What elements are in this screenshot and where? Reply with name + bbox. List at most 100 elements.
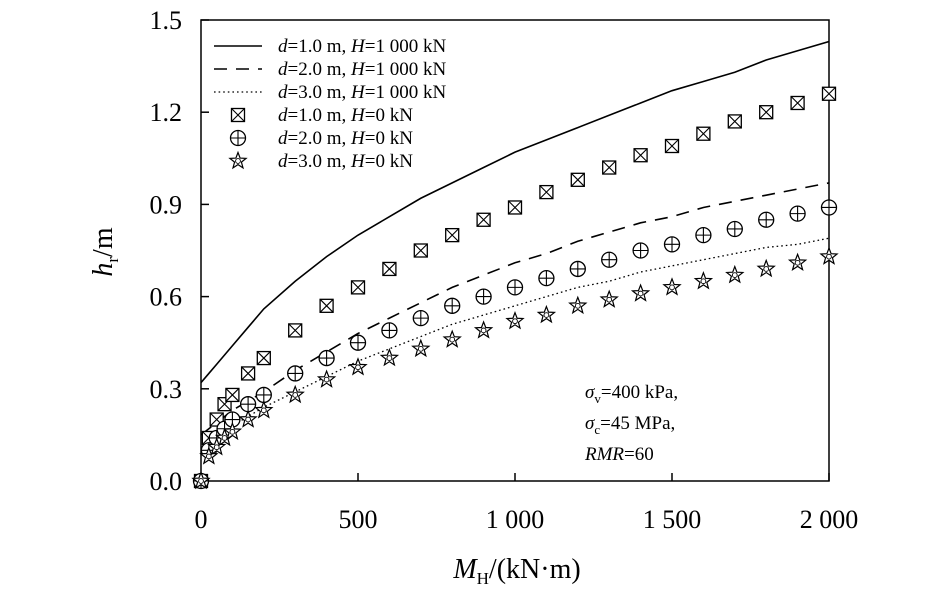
series-6-point: [191, 470, 211, 490]
x-tick-label: 1 000: [486, 505, 545, 534]
x-tick-label: 500: [339, 505, 378, 534]
legend-item: d=2.0 m, H=1 000 kN: [214, 59, 446, 80]
annotation-box: σv=400 kPa, σc=45 MPa, RMR=60: [584, 382, 678, 465]
legend-item: d=3.0 m, H=0 kN: [228, 150, 413, 172]
series-5-point: [239, 396, 257, 413]
x-tick-label: 0: [195, 505, 208, 534]
series-5-point: [601, 251, 618, 268]
series-6-point: [222, 421, 243, 441]
series-4-point: [476, 212, 491, 227]
series-6-point: [254, 400, 274, 419]
series-4-point: [507, 200, 523, 215]
y-tick-label: 0.3: [150, 375, 183, 404]
series-5-point: [789, 205, 806, 222]
series-6-point: [819, 246, 839, 265]
series-6-point: [630, 283, 651, 302]
series-5-point: [663, 236, 681, 253]
series-4-point: [382, 261, 397, 277]
axis-ticks: 0 500 1 000 1 500 2 000 0.0 0.3 0.6 0.9 1.2 1.5: [150, 6, 859, 534]
series-4-point: [225, 387, 240, 403]
series-5-point: [412, 309, 429, 327]
series-4-point: [256, 350, 271, 366]
legend-item: d=1.0 m, H=0 kN: [230, 105, 413, 126]
annotation-line: σc=45 MPa,: [585, 413, 675, 437]
legend-marker: [228, 150, 248, 170]
legend-marker: [230, 107, 246, 123]
y-tick-label: 0.0: [150, 467, 183, 496]
series-5-point: [820, 199, 838, 216]
y-tick-label: 0.9: [150, 190, 183, 219]
legend-label: d=3.0 m, H=0 kN: [278, 151, 413, 172]
series-6-point: [505, 311, 525, 330]
legend-item: d=2.0 m, H=0 kN: [229, 128, 413, 149]
series-5-point: [349, 334, 367, 351]
series-6-point: [568, 295, 588, 315]
series-6-point: [199, 446, 219, 465]
x-tick-label: 1 500: [643, 505, 702, 534]
series-6-point: [536, 304, 557, 324]
x-axis-label: MH/(kN·m): [452, 554, 580, 588]
series-4-point: [413, 243, 428, 258]
series-5-point: [318, 349, 335, 367]
legend-label: d=2.0 m, H=1 000 kN: [278, 59, 446, 80]
series-6-point: [756, 258, 776, 278]
legend-label: d=2.0 m, H=0 kN: [278, 128, 413, 149]
series-5-point: [506, 279, 524, 296]
series-6-point: [348, 357, 368, 376]
legend-item: d=1.0 m, H=1 000 kN: [214, 36, 446, 57]
series-5-point: [538, 270, 555, 287]
series-4-point: [759, 105, 774, 120]
series-6-point: [411, 338, 431, 358]
series-6-point: [787, 252, 808, 272]
series-6-point: [442, 329, 462, 348]
series-5-point: [569, 260, 586, 278]
series-4-point: [821, 86, 837, 101]
legend-label: d=1.0 m, H=1 000 kN: [278, 36, 446, 57]
series-4-point: [570, 172, 585, 187]
series-6-point: [693, 271, 714, 290]
y-tick-label: 1.5: [150, 6, 183, 35]
series-6-point: [599, 289, 619, 308]
x-tick-label: 2 000: [800, 505, 859, 534]
y-tick-label: 1.2: [150, 98, 183, 127]
annotation-line: σv=400 kPa,: [585, 382, 678, 406]
series-6-point: [316, 369, 337, 388]
series-4-point: [350, 280, 366, 295]
legend-marker: [229, 129, 247, 147]
series-5-point: [475, 288, 492, 305]
series-5-point: [287, 365, 304, 382]
annotation-line: RMR=60: [584, 444, 654, 465]
series-4-point: [240, 366, 256, 381]
series-6-point: [725, 264, 745, 284]
series-1-line: [201, 40, 829, 384]
series-5-point: [726, 220, 743, 238]
series-6-point: [379, 347, 400, 367]
legend-item: d=3.0 m, H=1 000 kN: [214, 82, 446, 103]
series-4-point: [539, 184, 554, 200]
series-5-point: [381, 322, 398, 339]
series-4-point: [664, 138, 680, 154]
series-4-point: [727, 114, 742, 129]
series-4-point: [445, 227, 460, 243]
series-6-point: [285, 384, 305, 404]
series-5-point: [695, 226, 712, 244]
legend-label: d=1.0 m, H=0 kN: [278, 105, 413, 126]
y-tick-label: 0.6: [150, 283, 183, 312]
series-5-point: [444, 297, 461, 314]
series-6-point: [662, 277, 682, 296]
series-markers: [191, 86, 839, 490]
series-5-point: [632, 242, 649, 259]
series-4-point: [288, 323, 303, 338]
series-4-point: [602, 160, 617, 175]
series-4-point: [319, 298, 334, 313]
series-6-point: [238, 409, 258, 428]
y-axis-label: hr/m: [88, 227, 122, 276]
series-4-point: [696, 126, 711, 141]
legend: d=1.0 m, H=1 000 kNd=2.0 m, H=1 000 kNd=…: [214, 36, 446, 172]
series-4-point: [790, 95, 805, 111]
series-6-point: [207, 436, 227, 456]
series-4-point: [633, 148, 648, 163]
series-6-point: [473, 320, 494, 339]
legend-label: d=3.0 m, H=1 000 kN: [278, 82, 446, 103]
